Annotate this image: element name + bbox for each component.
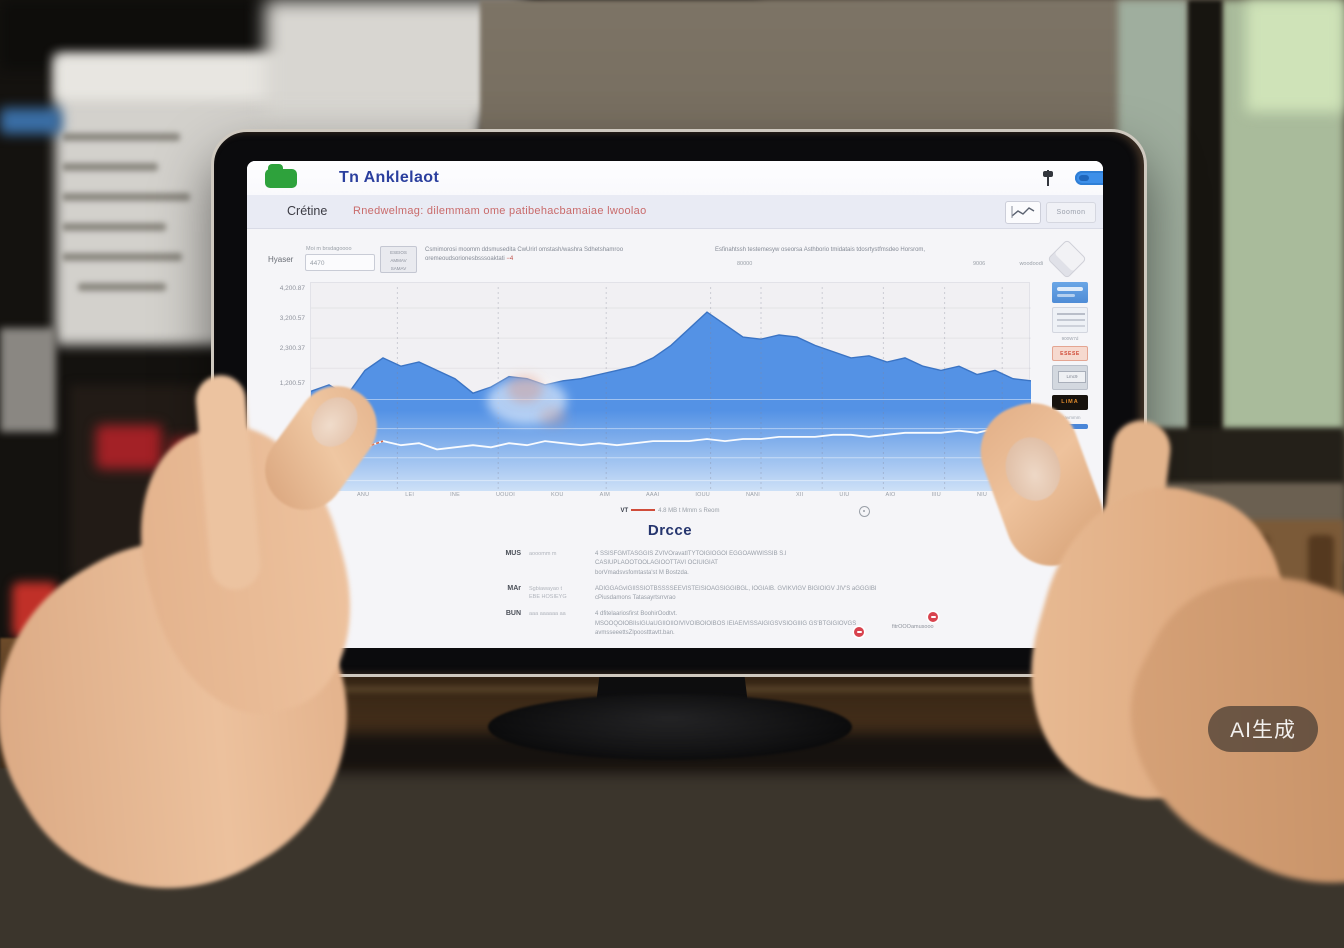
x-axis-tick-label: AIO <box>885 492 896 498</box>
area-series <box>311 312 1031 491</box>
x-axis-tick-label: ANU <box>357 492 370 498</box>
meta-text: 4.8 MB t Mmm s Reom <box>658 508 720 514</box>
menu-bar: Crétine Rnedwelmag: dilemmam ome patibeh… <box>247 195 1103 229</box>
panel-tile-label: Lmc9 <box>1058 371 1086 383</box>
row-subtext: aaa aaaaaa aa <box>529 611 566 618</box>
row-body-text: ADIGGAGvIGIISSIOTBSSSSEEVISTEISIOAGSIGGI… <box>595 585 877 602</box>
diamond-widget-icon[interactable] <box>1047 239 1087 279</box>
baseline-series <box>311 421 1031 451</box>
x-axis-tick-label: NANI <box>746 492 760 498</box>
x-axis-tick-label: XII <box>795 492 804 498</box>
file-meta-row: VT 4.8 MB t Mmm s Reom <box>310 508 1030 514</box>
notification-badge[interactable] <box>854 627 864 637</box>
secondary-button[interactable]: Soomon <box>1046 202 1096 223</box>
status-pin-icon <box>1043 170 1053 186</box>
row-subtext: aooomm m <box>529 551 557 557</box>
toolbar-info-text: Csmimorosi moomm ddsmusedita CwUrirl oms… <box>425 246 693 265</box>
details-row[interactable]: MAr Sgbiawayao t EBE HOSIEYG ADIGGAGvIGI… <box>487 585 1047 604</box>
app-titlebar: Tn Anklelaot <box>247 161 1103 196</box>
row-label: MAr <box>507 584 521 592</box>
panel-tile[interactable]: Lmc9 <box>1052 365 1088 390</box>
info-red-mark: −4 <box>506 256 514 263</box>
x-axis-tick-label: IIIU <box>931 492 941 498</box>
blurred-text-line <box>78 283 166 291</box>
details-heading: Drcce <box>647 522 693 539</box>
x-axis-tick-label: NIU <box>976 492 988 498</box>
chart-tool-button[interactable] <box>1005 201 1041 224</box>
y-axis-tick-label: 1,200.57 <box>279 380 305 387</box>
line-chart-icon <box>1011 206 1035 218</box>
blurred-text-line <box>62 223 166 231</box>
thumbnail-tile[interactable] <box>1052 282 1088 303</box>
row-subtext: Sgbiawayao t EBE HOSIEYG <box>529 585 567 601</box>
area-chart[interactable] <box>310 282 1031 491</box>
list-tile[interactable] <box>1052 307 1088 333</box>
badge-note-text: fitrOOOamusooo <box>892 624 934 630</box>
blurred-text-line <box>62 133 180 141</box>
ai-watermark: AI生成 <box>1208 706 1318 752</box>
row-label: MUS <box>505 550 521 557</box>
app-title: Tn Anklelaot <box>339 169 440 186</box>
options-box-button[interactable]: ESEIOS AMMAV SAMAV <box>380 246 417 273</box>
meta-red-underline <box>631 509 656 512</box>
dark-tile[interactable]: LiMA <box>1052 395 1088 410</box>
info-subvalue: woodoodi <box>1019 261 1043 267</box>
details-rows: MUS aooomm m 4 SSISFGMTASGGIS ZVIVOravat… <box>487 550 1047 645</box>
value-input[interactable]: 4470 <box>305 254 375 271</box>
ghost-annotation-red <box>507 375 543 403</box>
info-text: Csmimorosi moomm ddsmusedita CwUrirl oms… <box>425 247 624 263</box>
row-label: BUN <box>505 610 521 618</box>
input-caption: Moi m brsdagoooo <box>306 246 352 252</box>
x-axis-tick-label: UOUOI <box>495 492 516 498</box>
area-series-outline <box>311 311 1031 397</box>
alert-tile[interactable]: ESESE <box>1052 346 1088 361</box>
list-tile-caption: 900W7d <box>1061 336 1079 341</box>
row-body-text: 4 dfitelaariosfirst BoohirOodtvt. MSOOQO… <box>595 611 857 637</box>
x-axis-tick-label: UIU <box>839 492 850 498</box>
tablet-screen: Tn Anklelaot Crétine Rnedwelmag: dilemma… <box>247 161 1103 648</box>
y-axis-labels: 4,200.87 3,200.57 2,300.37 1,200.57 <box>255 161 305 461</box>
ghost-annotation-tail <box>539 407 567 427</box>
blurred-text-line <box>62 253 182 261</box>
details-row[interactable]: MUS aooomm m 4 SSISFGMTASGGIS ZVIVOravat… <box>487 550 1047 578</box>
window-pane-bright <box>1246 0 1344 112</box>
background-browser-logo <box>0 108 62 134</box>
sidebar-caption: aaavmmm <box>1059 415 1081 420</box>
background-device-panel <box>0 328 56 432</box>
notification-badge[interactable] <box>928 612 938 622</box>
meta-prefix: VT <box>620 508 629 514</box>
info-circle-icon[interactable] <box>859 506 870 517</box>
x-axis-tick-label: IOUU <box>695 492 710 498</box>
y-axis-tick-label: 2,300.37 <box>279 345 305 352</box>
info-subvalue: 9006 <box>973 261 986 267</box>
info-subvalue: 80000 <box>737 261 753 267</box>
x-axis-tick-label: KOU <box>551 492 564 498</box>
app-logo-icon <box>265 164 297 188</box>
details-row[interactable]: BUN aaa aaaaaa aa 4 dfitelaariosfirst Bo… <box>487 610 1047 638</box>
y-axis-tick-label: 3,200.57 <box>279 315 305 322</box>
x-axis-tick-label: AIM <box>599 492 610 498</box>
blurred-text-line <box>62 163 158 171</box>
x-axis-tick-label: LEI <box>405 492 415 498</box>
toolbar-info-text-2: Esfinahtssh testemesyw oseorsa Asthborio… <box>715 246 1043 267</box>
x-axis-tick-label: INE <box>450 492 460 498</box>
x-axis-tick-label: AAAI <box>646 492 660 498</box>
window-frame <box>1188 0 1222 485</box>
info-text: Esfinahtssh testemesyw oseorsa Asthborio… <box>715 247 926 253</box>
breadcrumb-link[interactable]: Rnedwelmag: dilemmam ome patibehacbamaia… <box>353 205 647 217</box>
blurred-text-line <box>62 193 190 201</box>
row-body-text: 4 SSISFGMTASGGIS ZVIVOravatITYTOIGIOGOI … <box>595 551 787 576</box>
red-light <box>96 425 162 469</box>
toggle-switch[interactable] <box>1075 171 1103 185</box>
x-axis-labels: JANANULEIINEUOUOIKOUAIMAAAIIOUUNANIXIIUI… <box>310 492 1030 498</box>
y-axis-tick-label: 4,200.87 <box>279 285 305 292</box>
menu-label[interactable]: Crétine <box>287 204 328 218</box>
toolbar-label: Hyaser <box>268 255 294 264</box>
monitor-stand-base <box>488 694 852 760</box>
